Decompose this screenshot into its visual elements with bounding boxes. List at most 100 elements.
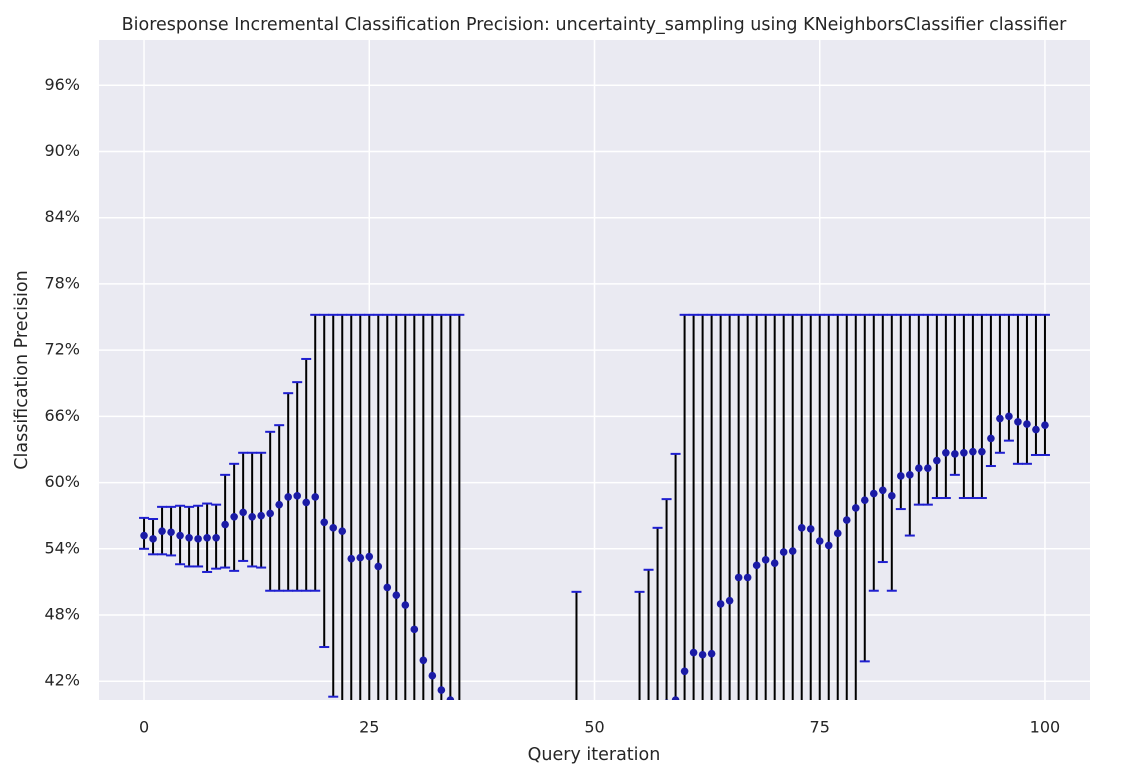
data-point [969,447,977,456]
data-point [636,733,644,741]
y-tick-label: 78% [44,273,80,292]
data-point [149,535,157,543]
data-point [419,656,428,665]
chart-title: Bioresponse Incremental Classification P… [122,15,1068,35]
data-point [347,554,356,563]
y-tick-label: 60% [44,472,80,491]
y-tick-label: 96% [44,75,80,94]
data-point [833,529,842,538]
data-point [654,711,662,719]
data-point [996,414,1004,423]
data-point [770,559,779,567]
data-point [284,493,292,501]
x-tick-label: 0 [139,718,149,737]
y-tick-label: 42% [44,671,80,690]
data-point [383,583,392,592]
data-point [716,600,725,608]
data-point [987,434,995,443]
data-point [680,667,689,676]
data-point [1014,418,1022,426]
data-point [851,504,860,512]
data-point [456,711,464,719]
data-point [960,448,968,457]
data-point [915,464,923,473]
data-point [842,516,851,524]
data-point [806,525,815,533]
data-point [815,537,824,545]
y-tick-label: 66% [44,406,80,425]
data-point [203,533,211,542]
data-point [167,528,175,537]
data-point [897,472,905,480]
data-point [869,489,878,498]
y-axis-label: Classification Precision [12,270,32,469]
data-point [752,561,761,570]
data-point [158,527,166,535]
data-point [951,450,959,458]
y-tick-label: 90% [44,141,80,160]
data-point [924,464,932,473]
data-point [374,562,383,571]
data-point [194,535,202,543]
data-point [734,573,743,582]
data-point [888,492,896,500]
data-point [293,492,302,500]
data-point [689,648,698,657]
data-point [302,498,311,507]
data-point [797,524,806,532]
data-point [338,527,347,535]
data-point [401,601,410,609]
data-point [824,541,833,550]
data-point [779,548,788,556]
data-point [266,509,274,518]
data-point [725,596,734,605]
data-point [410,625,419,634]
data-point [176,531,184,540]
data-point [212,533,220,542]
data-point [392,591,401,599]
data-point [320,518,329,527]
marks [139,313,1050,741]
data-point [311,493,320,501]
data-point [428,671,437,680]
data-point [365,552,374,561]
data-point [329,524,338,532]
x-axis-label: Query iteration [528,745,661,765]
x-tick-label: 50 [584,718,604,737]
data-point [437,686,446,694]
data-point [698,650,707,659]
x-tick-label: 75 [810,718,830,737]
data-point [1032,425,1040,434]
data-point [230,512,238,521]
data-point [978,447,986,456]
data-point [860,496,869,505]
data-point [275,500,283,509]
x-tick-label: 100 [1030,718,1061,737]
y-tick-label: 72% [44,340,80,359]
data-point [878,486,887,495]
data-point [140,531,148,540]
x-tick-label: 25 [359,718,379,737]
data-point [573,722,581,730]
data-point [743,573,752,582]
data-point [185,533,193,542]
data-point [664,699,669,700]
y-tick-label: 48% [44,605,80,624]
data-point [942,448,950,457]
data-point [1041,421,1049,429]
data-point [1023,420,1031,428]
data-point [645,722,653,730]
data-point [788,547,797,555]
data-point [446,696,455,700]
data-point [671,696,680,700]
data-point [257,511,265,520]
data-point [933,456,941,465]
data-point [221,520,229,529]
y-tick-label: 54% [44,538,80,557]
data-point [761,556,770,564]
y-tick-label: 84% [44,207,80,226]
data-point [356,553,365,562]
data-point [707,649,716,658]
data-point [1005,412,1013,421]
